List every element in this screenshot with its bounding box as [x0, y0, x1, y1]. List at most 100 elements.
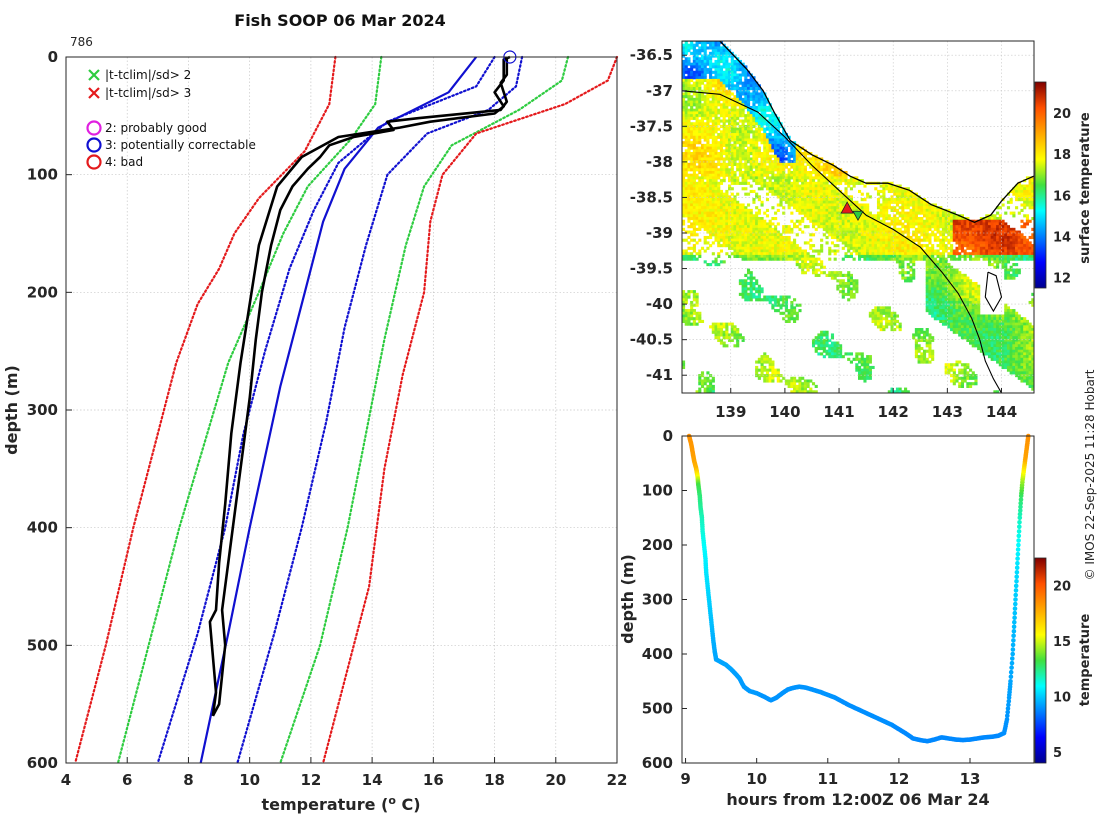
sst-cell	[950, 317, 954, 321]
sst-cell	[774, 152, 778, 156]
sst-cell	[895, 217, 900, 221]
sst-cell	[760, 298, 764, 302]
sst-cell	[787, 295, 791, 299]
sst-cell	[950, 217, 954, 221]
sst-cell	[728, 211, 732, 215]
sst-cell	[711, 187, 715, 191]
sst-cell	[736, 133, 740, 137]
sst-cell	[912, 268, 916, 272]
sst-cell	[690, 70, 694, 74]
sst-cell	[879, 328, 883, 332]
sst-cell	[811, 176, 816, 180]
sst-cell	[752, 116, 756, 120]
sst-cell	[728, 116, 732, 120]
sst-cell	[944, 235, 948, 240]
sst-cell	[944, 284, 948, 288]
sst-cell	[725, 203, 729, 207]
sst-cell	[765, 235, 770, 240]
sst-cell	[844, 292, 848, 296]
sst-cell	[714, 127, 718, 131]
sst-cell	[952, 322, 956, 326]
sst-cell	[698, 105, 702, 110]
sst-cell	[784, 225, 788, 229]
sst-cell	[730, 114, 734, 118]
sst-cell	[950, 244, 954, 248]
sst-cell	[749, 225, 753, 229]
sst-cell	[692, 57, 696, 61]
sst-cell	[817, 195, 821, 199]
sst-cell	[828, 230, 832, 234]
sst-cell	[730, 187, 734, 191]
sst-cell	[763, 238, 767, 242]
sst-cell	[746, 168, 751, 172]
sst-cell	[733, 246, 737, 250]
sst-cell	[687, 152, 691, 156]
sst-cell	[730, 127, 734, 131]
sst-cell	[744, 284, 748, 288]
sst-cell	[844, 189, 848, 194]
sst-cell	[944, 306, 948, 310]
sst-cell	[692, 225, 696, 229]
sst-cell	[784, 303, 788, 307]
sst-cell	[738, 219, 742, 223]
sst-cell	[684, 230, 688, 234]
sst-cell	[860, 225, 864, 229]
sst-cell	[714, 189, 718, 194]
sst-cell	[863, 238, 867, 242]
sst-cell	[887, 198, 891, 202]
sst-cell	[744, 246, 748, 250]
sst-cell	[847, 222, 851, 226]
sst-cell	[700, 206, 705, 210]
sst-cell	[844, 173, 848, 177]
sst-cell	[717, 200, 721, 204]
sst-cell	[922, 333, 927, 337]
sst-cell	[719, 192, 724, 196]
sst-cell	[803, 257, 807, 261]
sst-cell	[682, 162, 686, 166]
sst-cell	[711, 70, 715, 74]
sst-cell	[717, 222, 721, 226]
sst-cell	[803, 195, 807, 199]
sst-cell	[855, 227, 859, 231]
sst-cell	[814, 206, 818, 210]
sst-cell	[833, 203, 837, 207]
sst-cell	[844, 200, 848, 204]
sst-cell	[944, 265, 948, 269]
sst-cell	[684, 49, 688, 53]
sst-cell	[933, 217, 937, 221]
sst-cell	[782, 252, 786, 256]
sst-cell	[714, 235, 718, 240]
sst-cell	[703, 100, 707, 104]
sst-cell	[733, 328, 737, 332]
sst-cell	[695, 317, 699, 321]
sst-cell	[952, 371, 956, 375]
sst-cell	[703, 157, 707, 161]
sst-cell	[931, 349, 935, 353]
sst-cell	[700, 59, 705, 64]
sst-cell	[885, 203, 889, 207]
sst-cell	[885, 222, 889, 226]
sst-cell	[690, 111, 694, 115]
sst-cell	[885, 244, 889, 248]
sst-cell	[711, 157, 715, 161]
sst-cell	[844, 244, 848, 248]
sst-cell	[774, 257, 778, 261]
sst-cell	[687, 181, 691, 185]
sst-cell	[860, 181, 864, 185]
sst-cell	[909, 222, 913, 226]
sst-cell	[822, 203, 826, 207]
sst-cell	[944, 281, 948, 286]
sst-cell	[722, 116, 726, 120]
sst-cell	[776, 222, 780, 226]
sst-cell	[714, 222, 718, 226]
sst-cell	[795, 157, 799, 161]
sst-cell	[714, 70, 718, 74]
sst-cell	[706, 122, 710, 126]
sst-cell	[795, 173, 799, 177]
sst-cell	[719, 157, 724, 161]
sst-cell	[833, 252, 837, 256]
sst-cell	[709, 65, 713, 69]
sst-cell	[936, 244, 940, 248]
sst-cell	[703, 173, 707, 177]
sst-cell	[733, 170, 737, 175]
